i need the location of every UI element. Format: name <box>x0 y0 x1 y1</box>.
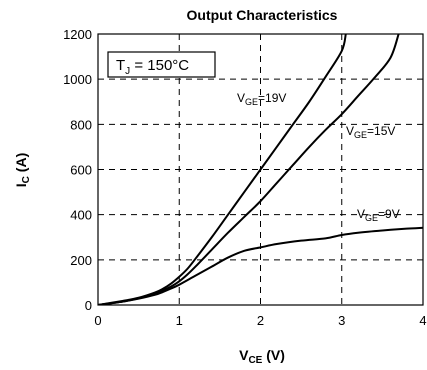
series-label-vge15: VGE=15V <box>346 124 395 140</box>
y-axis-label: IC (A) <box>13 153 32 187</box>
temperature-annotation: TJ = 150°C <box>116 57 189 77</box>
x-tick-label: 1 <box>176 313 183 328</box>
series-line-vge-9v <box>98 226 423 305</box>
series-line-vge-19v <box>98 34 347 305</box>
y-tick-label: 800 <box>70 117 92 132</box>
y-tick-labels: 0 200 400 600 800 1000 1200 <box>63 27 92 313</box>
y-tick-label: 600 <box>70 163 92 178</box>
series-line-vge-15v <box>98 34 400 305</box>
x-tick-label: 0 <box>94 313 101 328</box>
x-tick-labels: 0 1 2 3 4 <box>94 313 426 328</box>
y-tick-label: 200 <box>70 253 92 268</box>
plot-frame <box>97 33 424 306</box>
x-tick-label: 4 <box>419 313 426 328</box>
x-tick-label: 2 <box>257 313 264 328</box>
x-tick-label: 3 <box>338 313 345 328</box>
series-label-vge9: VGE=9V <box>357 207 400 223</box>
y-tick-label: 1000 <box>63 72 92 87</box>
y-tick-label: 1200 <box>63 27 92 42</box>
y-tick-label: 0 <box>85 298 92 313</box>
curves <box>98 34 423 305</box>
y-tick-label: 400 <box>70 208 92 223</box>
x-axis-label: VCE (V) <box>239 347 285 366</box>
temperature-annotation-box <box>107 51 216 78</box>
chart-title: Output Characteristics <box>187 7 338 23</box>
series-label-vge19: VGE=19V <box>237 91 286 107</box>
